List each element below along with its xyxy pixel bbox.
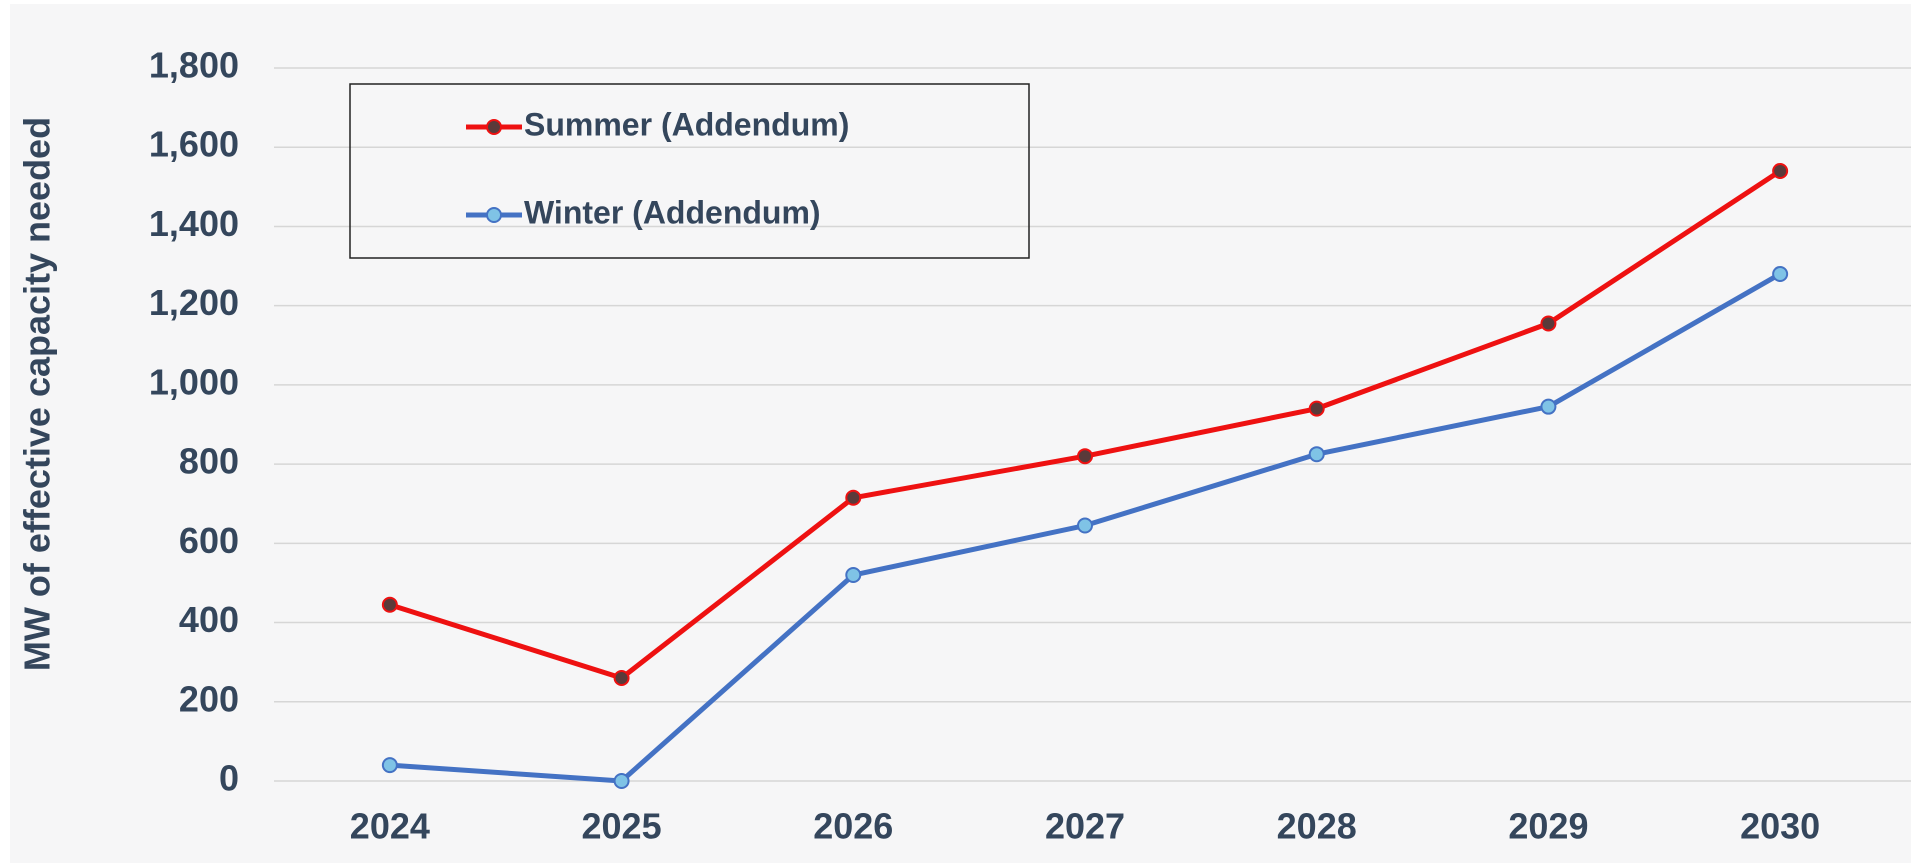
legend-box: [349, 83, 1030, 259]
data-point: [381, 757, 398, 774]
y-tick-label: 800: [179, 441, 239, 482]
data-point: [613, 670, 630, 687]
legend-marker: [486, 207, 502, 223]
legend-label: Winter (Addendum): [524, 194, 821, 230]
x-tick-label: 2024: [350, 806, 430, 847]
y-axis-label: MW of effective capacity needed: [17, 117, 58, 671]
data-point: [1540, 398, 1557, 415]
data-point: [1308, 400, 1325, 417]
data-point: [845, 489, 862, 506]
data-point: [1772, 162, 1789, 179]
legend-marker: [486, 119, 502, 135]
x-tick-label: 2028: [1277, 806, 1357, 847]
x-tick-label: 2026: [813, 806, 893, 847]
data-point: [613, 773, 630, 789]
legend-label: Summer (Addendum): [524, 106, 849, 142]
data-point: [381, 596, 398, 613]
x-tick-label: 2027: [1045, 806, 1125, 847]
data-point: [1772, 265, 1789, 282]
x-tick-label: 2025: [582, 806, 662, 847]
y-tick-label: 1,000: [149, 361, 239, 402]
data-point: [1540, 315, 1557, 332]
y-tick-label: 1,600: [149, 124, 239, 165]
y-tick-label: 0: [219, 758, 239, 799]
x-tick-label: 2029: [1508, 806, 1588, 847]
y-tick-label: 200: [179, 678, 239, 719]
data-point: [1308, 446, 1325, 463]
plot-background: [10, 4, 1911, 863]
data-point: [1077, 517, 1093, 534]
data-point: [1077, 448, 1093, 465]
data-point: [845, 567, 862, 584]
y-tick-label: 400: [179, 599, 239, 640]
y-tick-label: 600: [179, 520, 239, 561]
y-tick-label: 1,200: [149, 282, 239, 323]
x-tick-label: 2030: [1740, 806, 1820, 847]
y-tick-label: 1,400: [149, 203, 239, 244]
y-tick-label: 1,800: [149, 45, 239, 86]
